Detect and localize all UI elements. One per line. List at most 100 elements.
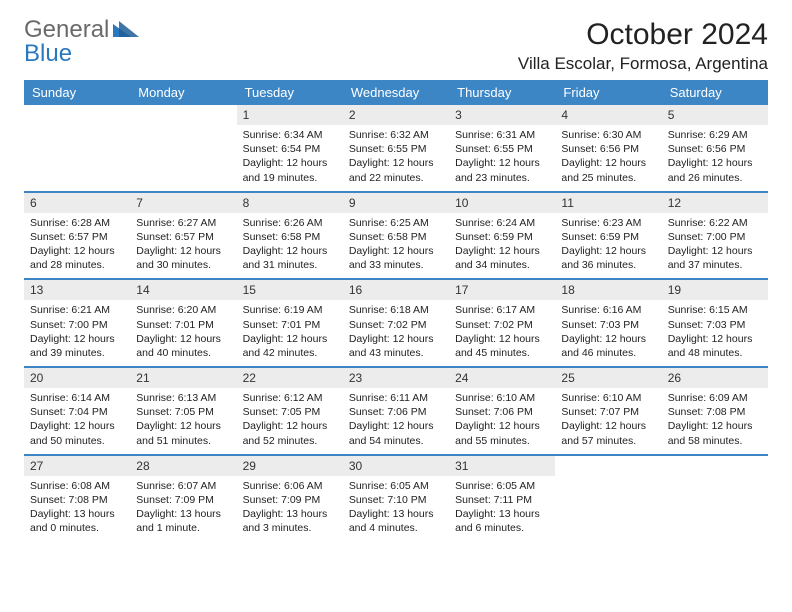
day-content: Sunrise: 6:17 AMSunset: 7:02 PMDaylight:… [449,300,555,366]
day-number: 30 [343,456,449,476]
day-number: 12 [662,193,768,213]
title-block: October 2024 Villa Escolar, Formosa, Arg… [518,18,768,74]
day-content: Sunrise: 6:10 AMSunset: 7:06 PMDaylight:… [449,388,555,454]
day-cell: 19 [662,280,768,300]
brand-part2: Blue [24,40,72,67]
day-cell [662,456,768,476]
month-title: October 2024 [518,18,768,52]
day-cell: Sunrise: 6:32 AMSunset: 6:55 PMDaylight:… [343,125,449,192]
day-cell [24,105,130,125]
day-cell: 1 [237,105,343,125]
day-cell: Sunrise: 6:16 AMSunset: 7:03 PMDaylight:… [555,300,661,367]
day-cell: Sunrise: 6:18 AMSunset: 7:02 PMDaylight:… [343,300,449,367]
location-text: Villa Escolar, Formosa, Argentina [518,54,768,74]
daycontent-row: Sunrise: 6:21 AMSunset: 7:00 PMDaylight:… [24,300,768,367]
day-number: 31 [449,456,555,476]
day-content: Sunrise: 6:11 AMSunset: 7:06 PMDaylight:… [343,388,449,454]
calendar-page: General Blue October 2024 Villa Escolar,… [0,0,792,559]
day-header: Sunday [24,80,130,105]
day-cell: 13 [24,280,130,300]
day-number: 6 [24,193,130,213]
day-cell: Sunrise: 6:29 AMSunset: 6:56 PMDaylight:… [662,125,768,192]
day-number: 4 [555,105,661,125]
day-number: 24 [449,368,555,388]
day-cell: 31 [449,456,555,476]
day-content: Sunrise: 6:10 AMSunset: 7:07 PMDaylight:… [555,388,661,454]
day-cell: 14 [130,280,236,300]
day-cell: Sunrise: 6:11 AMSunset: 7:06 PMDaylight:… [343,388,449,455]
day-cell: Sunrise: 6:15 AMSunset: 7:03 PMDaylight:… [662,300,768,367]
day-cell: Sunrise: 6:06 AMSunset: 7:09 PMDaylight:… [237,476,343,542]
day-cell: 10 [449,193,555,213]
day-number: 25 [555,368,661,388]
daycontent-row: Sunrise: 6:34 AMSunset: 6:54 PMDaylight:… [24,125,768,192]
day-content: Sunrise: 6:25 AMSunset: 6:58 PMDaylight:… [343,213,449,279]
day-number: 15 [237,280,343,300]
day-content: Sunrise: 6:14 AMSunset: 7:04 PMDaylight:… [24,388,130,454]
day-cell: 27 [24,456,130,476]
daynum-row: 12345 [24,105,768,125]
day-content: Sunrise: 6:29 AMSunset: 6:56 PMDaylight:… [662,125,768,191]
day-number: 22 [237,368,343,388]
daynum-row: 20212223242526 [24,368,768,388]
day-cell: 25 [555,368,661,388]
day-number: 17 [449,280,555,300]
daynum-row: 2728293031 [24,456,768,476]
day-content: Sunrise: 6:18 AMSunset: 7:02 PMDaylight:… [343,300,449,366]
day-cell: Sunrise: 6:31 AMSunset: 6:55 PMDaylight:… [449,125,555,192]
day-cell [555,476,661,542]
day-cell: Sunrise: 6:05 AMSunset: 7:11 PMDaylight:… [449,476,555,542]
day-content: Sunrise: 6:28 AMSunset: 6:57 PMDaylight:… [24,213,130,279]
day-number: 21 [130,368,236,388]
calendar-header-row: SundayMondayTuesdayWednesdayThursdayFrid… [24,80,768,105]
day-header: Saturday [662,80,768,105]
day-content: Sunrise: 6:06 AMSunset: 7:09 PMDaylight:… [237,476,343,542]
daycontent-row: Sunrise: 6:28 AMSunset: 6:57 PMDaylight:… [24,213,768,280]
day-content: Sunrise: 6:22 AMSunset: 7:00 PMDaylight:… [662,213,768,279]
day-cell: 3 [449,105,555,125]
day-content: Sunrise: 6:24 AMSunset: 6:59 PMDaylight:… [449,213,555,279]
day-cell: Sunrise: 6:10 AMSunset: 7:07 PMDaylight:… [555,388,661,455]
day-cell: Sunrise: 6:09 AMSunset: 7:08 PMDaylight:… [662,388,768,455]
day-number: 1 [237,105,343,125]
day-cell: 17 [449,280,555,300]
day-content: Sunrise: 6:26 AMSunset: 6:58 PMDaylight:… [237,213,343,279]
day-cell: 4 [555,105,661,125]
day-cell [130,105,236,125]
day-header: Monday [130,80,236,105]
day-cell: Sunrise: 6:24 AMSunset: 6:59 PMDaylight:… [449,213,555,280]
day-cell: 20 [24,368,130,388]
day-content: Sunrise: 6:32 AMSunset: 6:55 PMDaylight:… [343,125,449,191]
day-cell [555,456,661,476]
day-cell: 28 [130,456,236,476]
day-cell: Sunrise: 6:13 AMSunset: 7:05 PMDaylight:… [130,388,236,455]
day-content: Sunrise: 6:21 AMSunset: 7:00 PMDaylight:… [24,300,130,366]
day-content: Sunrise: 6:08 AMSunset: 7:08 PMDaylight:… [24,476,130,542]
day-cell: 29 [237,456,343,476]
day-cell: Sunrise: 6:20 AMSunset: 7:01 PMDaylight:… [130,300,236,367]
day-cell: Sunrise: 6:17 AMSunset: 7:02 PMDaylight:… [449,300,555,367]
day-number: 29 [237,456,343,476]
page-header: General Blue October 2024 Villa Escolar,… [24,18,768,74]
brand-part1: General [24,16,109,43]
day-content: Sunrise: 6:34 AMSunset: 6:54 PMDaylight:… [237,125,343,191]
day-cell: 11 [555,193,661,213]
day-cell: Sunrise: 6:34 AMSunset: 6:54 PMDaylight:… [237,125,343,192]
day-cell: Sunrise: 6:08 AMSunset: 7:08 PMDaylight:… [24,476,130,542]
day-cell: 8 [237,193,343,213]
day-cell: Sunrise: 6:14 AMSunset: 7:04 PMDaylight:… [24,388,130,455]
day-header: Wednesday [343,80,449,105]
day-cell: Sunrise: 6:05 AMSunset: 7:10 PMDaylight:… [343,476,449,542]
day-number: 13 [24,280,130,300]
day-content: Sunrise: 6:20 AMSunset: 7:01 PMDaylight:… [130,300,236,366]
day-cell: 23 [343,368,449,388]
day-cell: 7 [130,193,236,213]
day-content: Sunrise: 6:05 AMSunset: 7:11 PMDaylight:… [449,476,555,542]
day-cell: 18 [555,280,661,300]
day-cell: 24 [449,368,555,388]
day-cell: Sunrise: 6:19 AMSunset: 7:01 PMDaylight:… [237,300,343,367]
day-cell: 22 [237,368,343,388]
day-header: Thursday [449,80,555,105]
day-number: 9 [343,193,449,213]
day-cell [24,125,130,192]
